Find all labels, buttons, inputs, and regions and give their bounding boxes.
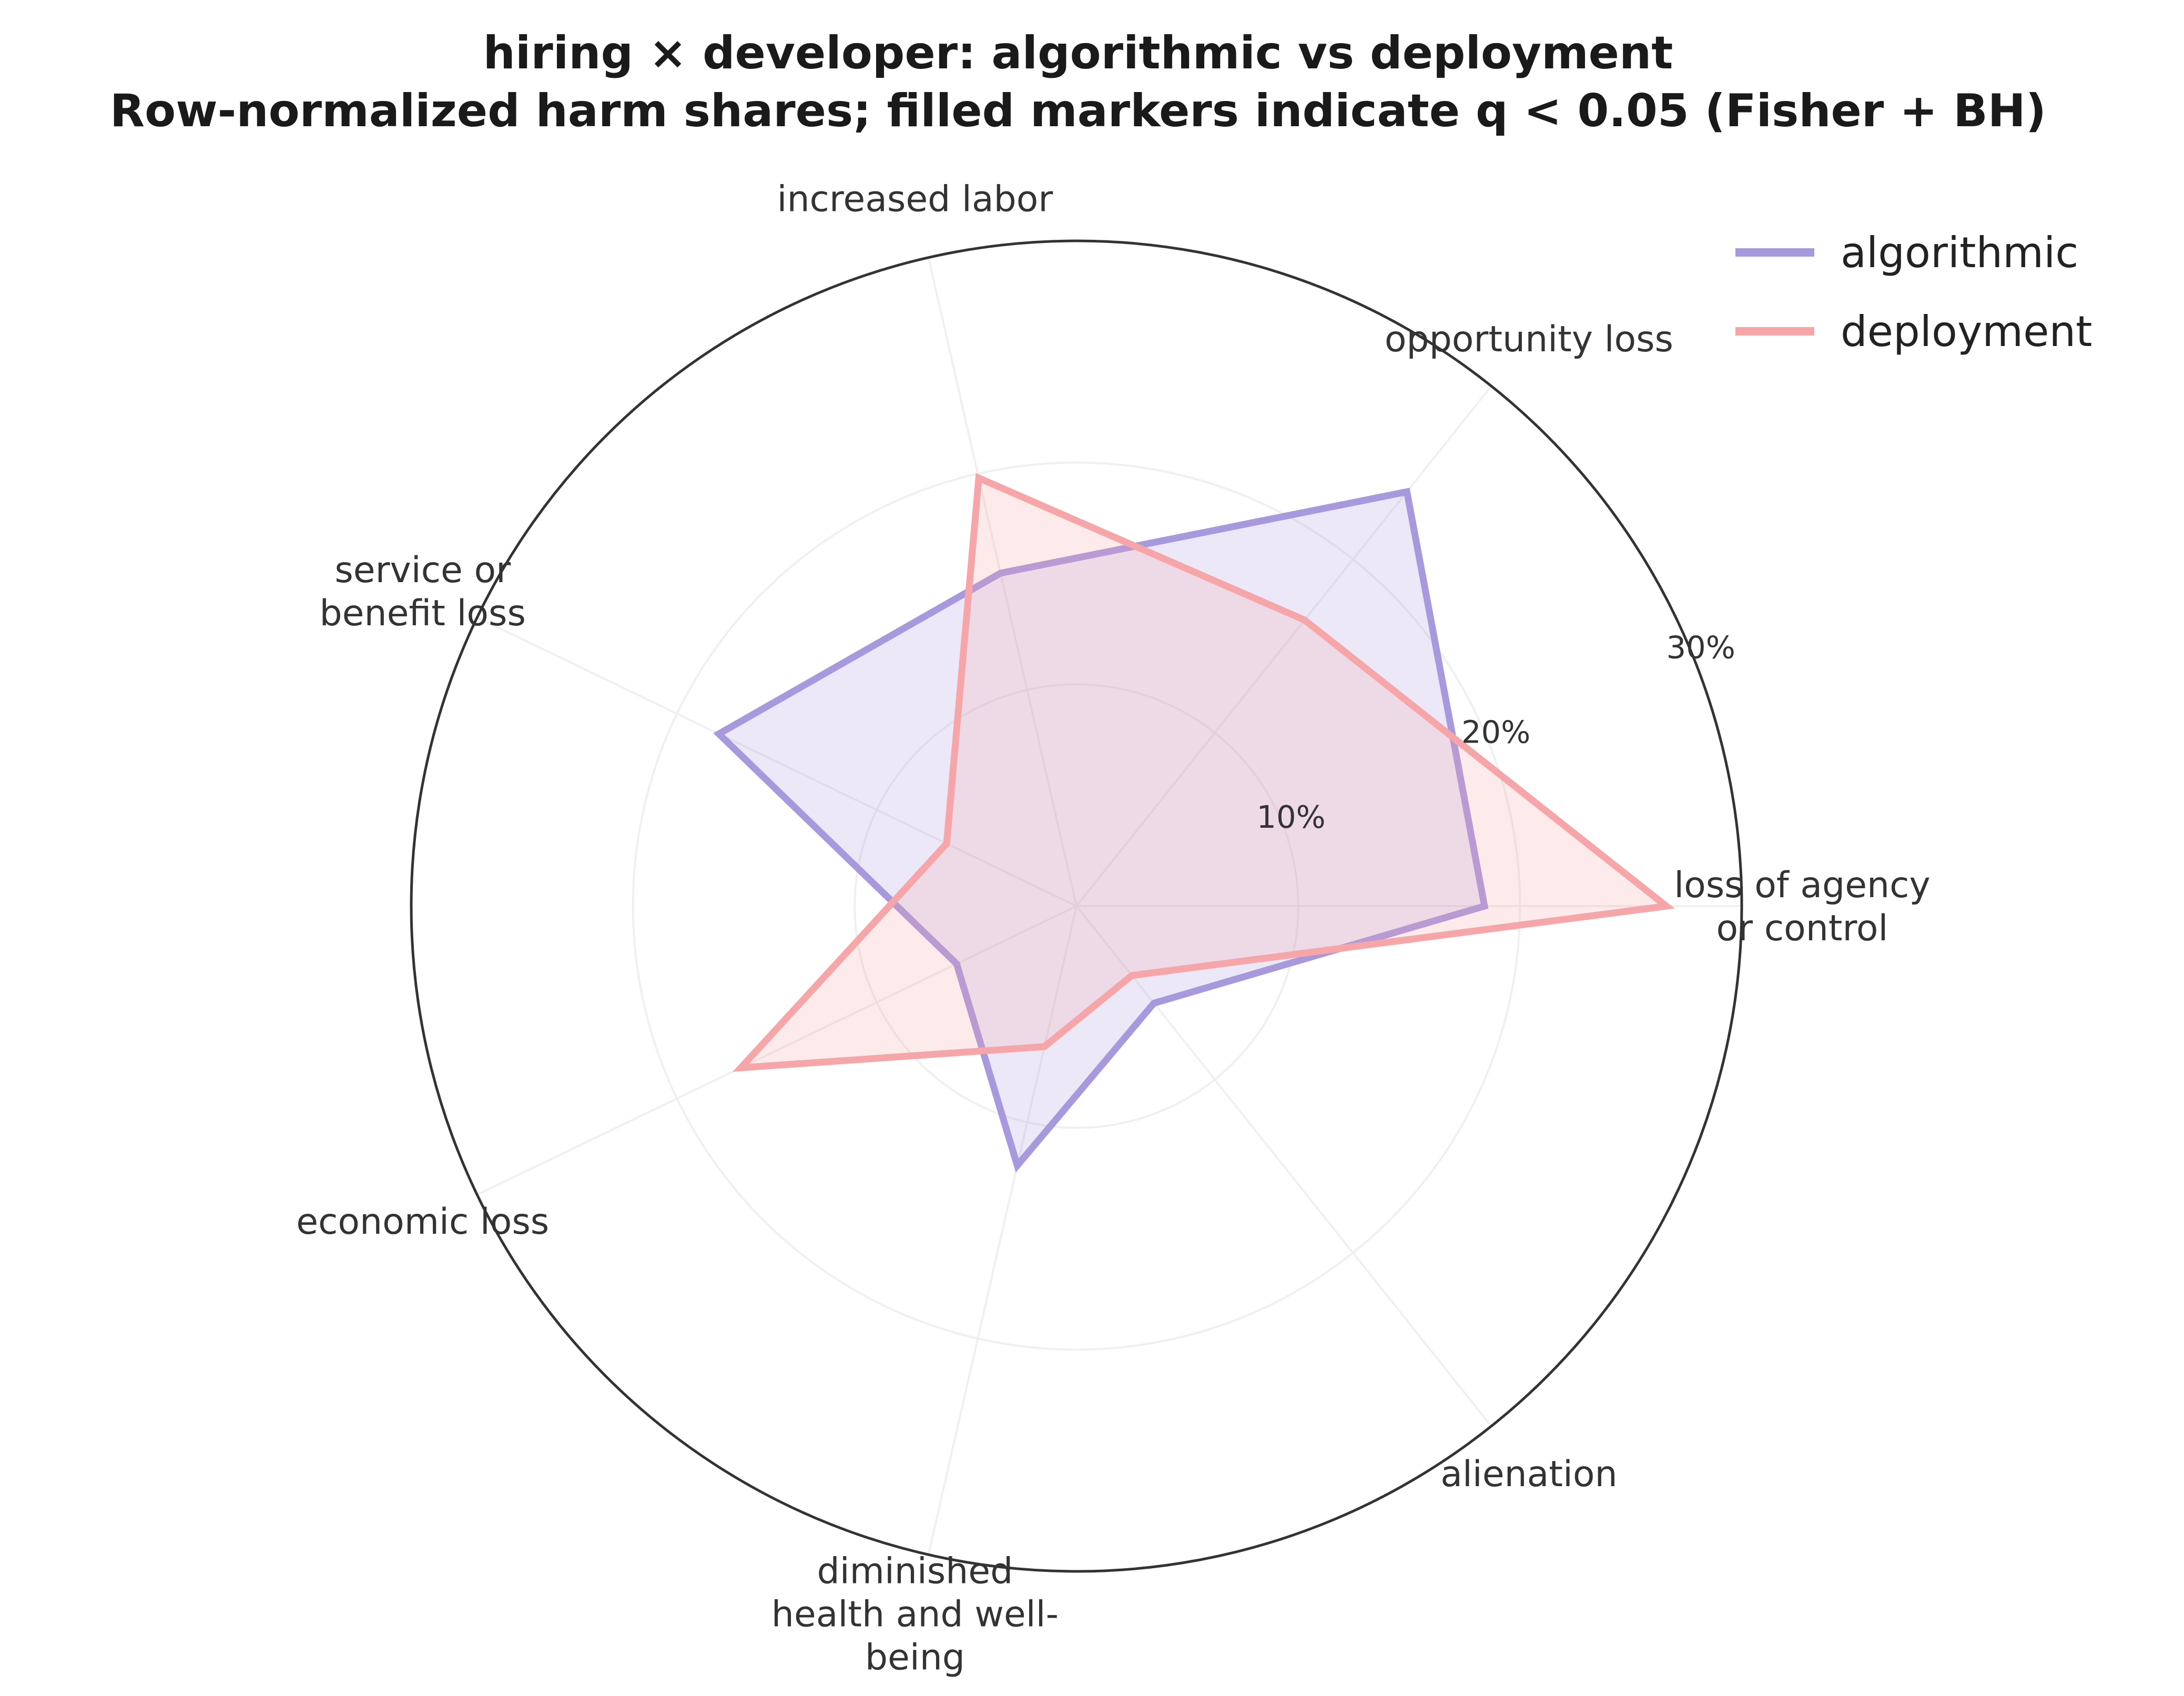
category-label-2: increased labor — [777, 179, 1053, 220]
outer-circle — [410, 239, 1743, 1573]
data-point-0-5 — [1016, 1164, 1019, 1167]
legend-label-0: algorithmic — [1841, 228, 2078, 277]
data-point-1-6 — [1131, 974, 1133, 977]
series-line-0 — [713, 488, 1489, 1173]
r-tick-label-0: 10% — [1256, 799, 1325, 835]
r-tick-label-2: 30% — [1667, 629, 1735, 665]
data-point-0-2 — [999, 572, 1002, 574]
category-label-6: alienation — [1440, 1454, 1617, 1495]
series-layer — [713, 473, 1675, 1173]
series-fill-0 — [719, 492, 1485, 1166]
data-point-1-2 — [978, 477, 980, 479]
category-label-line: being — [865, 1637, 965, 1678]
data-point-0-3 — [718, 733, 720, 735]
category-label-line: diminished — [817, 1550, 1013, 1592]
r-tick-label-1: 20% — [1461, 714, 1530, 750]
category-label-3: service or benefit loss — [319, 550, 525, 634]
grid-spoke-3 — [476, 616, 1077, 907]
category-label-0: loss of agency or control — [1674, 865, 1931, 949]
category-label-line: alienation — [1440, 1454, 1617, 1495]
legend-label-1: deployment — [1841, 307, 2092, 356]
radial-tick-labels: 10% 20% 30% — [1256, 629, 1735, 835]
data-point-1-5 — [1043, 1045, 1045, 1048]
grid-spoke-6 — [1075, 905, 1492, 1427]
category-label-line: service or — [334, 550, 511, 591]
data-point-0-0 — [1483, 905, 1486, 907]
category-label-5: diminished health and well-being — [771, 1550, 1059, 1678]
category-label-line: or control — [1716, 908, 1888, 949]
outer-frame — [410, 239, 1743, 1573]
category-labels: loss of agency or control opportunity loss… — [296, 179, 1931, 1679]
grid-spoke-1 — [1075, 385, 1492, 907]
polar-grid — [476, 257, 1742, 1555]
grid-spoke-4 — [476, 905, 1077, 1196]
grid-spoke-5 — [927, 906, 1078, 1555]
category-label-line: increased labor — [777, 179, 1053, 220]
data-point-0-6 — [1153, 1002, 1155, 1004]
data-point-0-1 — [1406, 491, 1408, 493]
chart-title: hiring × developer: algorithmic vs deplo… — [110, 27, 2046, 137]
category-label-4: economic loss — [296, 1201, 549, 1243]
category-label-line: health and well- — [771, 1593, 1059, 1635]
series-fill-1 — [740, 478, 1667, 1068]
data-point-1-0 — [1665, 905, 1668, 907]
category-label-1: opportunity loss — [1385, 319, 1673, 360]
grid-spoke-2 — [927, 257, 1078, 907]
chart-title-line-2: Row-normalized harm shares; filled marke… — [110, 85, 2046, 137]
data-point-1-1 — [1303, 619, 1306, 621]
chart-title-line-1: hiring × developer: algorithmic vs deplo… — [483, 27, 1673, 79]
category-label-line: benefit loss — [319, 593, 525, 634]
data-point-0-4 — [956, 962, 958, 965]
data-point-1-3 — [946, 842, 948, 845]
category-label-line: loss of agency — [1674, 865, 1931, 906]
category-label-line: economic loss — [296, 1201, 549, 1243]
category-label-line: opportunity loss — [1385, 319, 1673, 360]
data-point-1-4 — [739, 1067, 742, 1069]
legend: algorithmic deployment — [1735, 228, 2092, 356]
series-line-1 — [732, 473, 1675, 1072]
